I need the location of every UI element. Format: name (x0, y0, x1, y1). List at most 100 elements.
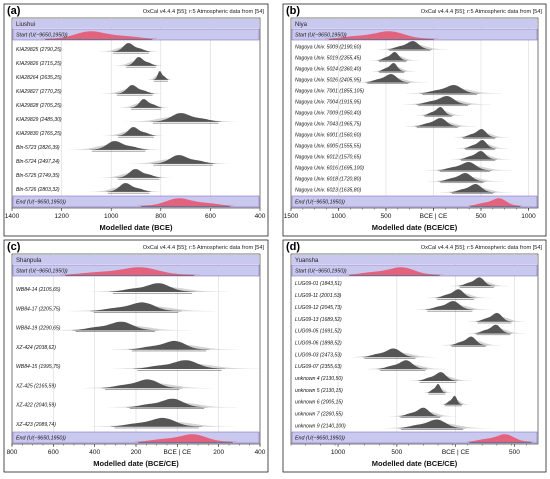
posterior-density (72, 321, 159, 331)
x-tick-label: 500 (391, 449, 402, 456)
posterior-density (90, 302, 182, 312)
sample-label: unknown 4 (2130,50) (295, 376, 343, 382)
posterior-density (124, 57, 158, 66)
x-tick-label: BCE | CE (420, 213, 448, 220)
panel-d: (d) OxCal v4.4.4 [55]; r:5 Atmospheric da… (282, 239, 547, 473)
x-tick-label: 500 (381, 213, 392, 220)
sample-label: Nagoya Univ. 7043 (1965,75) (295, 122, 361, 128)
panel-label: (a) (7, 5, 21, 17)
posterior-density (111, 43, 151, 52)
sample-label: XZ-425 (2165,59) (15, 383, 56, 389)
x-axis-title: Modelled date (BCE) (100, 223, 173, 232)
posterior-density (387, 41, 432, 50)
phase-name: Niya (295, 22, 308, 28)
sample-label: KIA29825 (2790,25) (16, 47, 62, 53)
sample-label: LUG09-11 (2001,53) (295, 293, 342, 299)
phase-header-band (292, 255, 537, 264)
phase-name: Liushui (16, 22, 35, 28)
posterior-density (378, 360, 428, 370)
x-tick-label: 800 (155, 213, 166, 220)
x-tick-label: 1500 (284, 213, 299, 220)
posterior-density (89, 141, 148, 150)
posterior-density (425, 301, 475, 310)
posterior-density (115, 85, 155, 94)
posterior-density (420, 85, 480, 94)
posterior-density (111, 417, 203, 427)
start-boundary-density (59, 267, 200, 275)
posterior-density (423, 107, 454, 116)
phase-name: Shanpula (16, 258, 42, 264)
posterior-density (129, 99, 162, 108)
sample-label: WB84-14 (2105,65) (16, 287, 61, 293)
posterior-density (435, 289, 476, 299)
sample-label: LUG09-03 (2473,53) (295, 352, 342, 358)
panel-c: (c) OxCal v4.4.4 [55]; r:5 Atmospheric da… (3, 239, 269, 473)
posterior-density (450, 336, 487, 346)
sample-label: WB84-15 (1995,75) (16, 364, 61, 370)
start-boundary-box (291, 28, 538, 41)
posterior-density (476, 312, 513, 322)
sample-label: Bln-5724 (2497,24) (16, 159, 60, 165)
sample-label: Nagoya Univ. 6001 (1560,60) (295, 133, 361, 139)
posterior-density (450, 184, 495, 193)
posterior-density (150, 155, 216, 164)
posterior-density (115, 169, 161, 178)
end-boundary-box (291, 195, 538, 208)
sample-label: XZ-423 (2089,74) (15, 422, 56, 428)
x-tick-label: 600 (48, 449, 59, 456)
x-axis-title: Modelled date (BCE/CE) (93, 459, 179, 468)
posterior-density (398, 419, 466, 429)
end-boundary-label: End (U(−9650,1950)) (295, 200, 345, 206)
posterior-density (378, 63, 406, 72)
x-tick-label: 200 (131, 449, 142, 456)
sample-label: Nagoya Univ. 5019 (2355,45) (295, 56, 361, 62)
phase-header-band (13, 19, 259, 28)
start-boundary-density (324, 31, 439, 39)
start-boundary-box (12, 28, 260, 41)
posterior-density (464, 140, 497, 149)
sample-label: KIA29827 (2770,25) (16, 89, 62, 95)
oxcal-header: OxCal v4.4.4 [55]; r:5 Atmospheric data … (143, 245, 265, 251)
sample-label: LUG09-06 (1898,52) (295, 340, 342, 346)
posterior-density (458, 277, 496, 287)
oxcal-header: OxCal v4.4.4 [55]; r:5 Atmospheric data … (421, 9, 543, 15)
x-axis-title: Modelled date (BCE/CE) (372, 459, 458, 468)
posterior-density (415, 96, 471, 105)
end-boundary-density (468, 198, 523, 206)
x-tick-label: 500 (476, 213, 487, 220)
posterior-density (444, 395, 463, 405)
start-boundary-label: Start (U(−9650,1950)) (16, 33, 68, 39)
sample-label: unknown 7 (2260,55) (295, 412, 343, 418)
x-tick-label: 1400 (5, 213, 20, 220)
start-boundary-label: Start (U(−9650,1950)) (295, 269, 347, 275)
start-boundary-label: Start (U(−9650,1950)) (295, 33, 347, 39)
posterior-density (399, 407, 442, 417)
end-boundary-label: End (U(−9650,1950)) (16, 200, 66, 206)
oxcal-header: OxCal v4.4.4 [55]; r:5 Atmospheric data … (421, 245, 543, 251)
phase-header-band (292, 19, 537, 28)
sample-label: WB84-17 (2205,75) (16, 306, 61, 312)
x-tick-label: 600 (205, 213, 216, 220)
posterior-density (427, 384, 446, 393)
posterior-density (153, 71, 169, 80)
x-axis-title: Modelled date (BCE/CE) (372, 223, 458, 232)
sample-label: Nagoya Univ. 5026 (2405,95) (295, 78, 361, 84)
panel-label: (d) (286, 241, 300, 253)
x-tick-label: 1000 (331, 213, 346, 220)
phase-header-band (13, 255, 259, 264)
sample-label: Nagoya Univ. 7009 (1950,40) (295, 111, 361, 117)
sample-label: Nagoya Univ. 7001 (1855,105) (295, 89, 364, 95)
sample-label: XZ-422 (2040,59) (15, 403, 56, 409)
sample-label: Nagoya Univ. 7004 (1915,95) (295, 100, 361, 106)
sample-label: LUG09-13 (1689,52) (295, 317, 342, 323)
start-boundary-label: Start (U(−9650,1950)) (16, 269, 68, 275)
sample-label: Nagoya Univ. 5009 (2190,60) (295, 45, 361, 51)
panel-a: (a) OxCal v4.4.4 [55]; r:5 Atmospheric da… (3, 3, 269, 237)
posterior-density (438, 173, 486, 182)
posterior-density (461, 129, 497, 138)
posterior-density (106, 183, 152, 192)
sample-label: KIA28264 (2635,25) (16, 75, 62, 81)
sample-label: LUG09-01 (1843,51) (295, 281, 342, 287)
end-boundary-label: End (U(−9650,1950)) (295, 436, 345, 442)
phase-name: Yuansha (295, 258, 319, 264)
